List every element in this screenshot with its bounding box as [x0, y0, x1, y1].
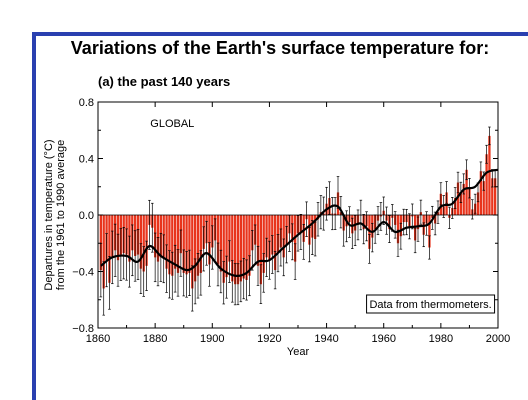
x-tick-label: 2000 — [486, 333, 510, 345]
anomaly-bar — [482, 181, 485, 215]
y-tick-label: −0.4 — [72, 267, 94, 279]
anomaly-bar — [102, 215, 105, 289]
anomaly-bar — [191, 215, 194, 289]
anomaly-bar — [256, 215, 260, 266]
anomaly-bar — [176, 215, 180, 273]
anomaly-bar — [468, 188, 471, 215]
anomaly-bar — [274, 215, 277, 271]
anomaly-bar — [265, 215, 268, 258]
anomaly-bar — [165, 215, 168, 269]
x-tick-label: 1880 — [143, 333, 167, 345]
anomaly-bar — [462, 183, 465, 215]
anomaly-bar — [242, 215, 245, 279]
y-tick-label: −0.8 — [72, 323, 94, 335]
anomaly-bar — [259, 215, 262, 285]
x-tick-label: 1920 — [257, 333, 281, 345]
anomaly-bar — [459, 192, 462, 215]
anomaly-bar — [182, 215, 185, 273]
figure-title: Variations of the Earth's surface temper… — [70, 38, 490, 58]
panel-a-subtitle: (a) the past 140 years — [98, 74, 231, 89]
anomaly-bar — [174, 215, 177, 269]
anomaly-bar — [262, 215, 265, 273]
anomaly-bar — [488, 135, 491, 215]
anomaly-bar — [428, 215, 431, 248]
anomaly-bar — [228, 215, 231, 262]
anomaly-bar — [225, 215, 228, 278]
anomaly-bar — [99, 215, 102, 271]
anomaly-bar — [196, 215, 200, 276]
smoothed-trend-line — [100, 168, 499, 278]
anomaly-bar — [485, 154, 488, 215]
y-tick-label: 0.8 — [79, 97, 94, 109]
anomaly-bar — [231, 215, 234, 282]
x-axis-label: Year — [287, 346, 310, 358]
anomaly-bar — [396, 215, 400, 244]
anomaly-bar — [139, 215, 142, 269]
anomaly-bar — [199, 215, 202, 273]
anomaly-bar — [465, 169, 468, 215]
y-axis-label-line1: Departures in temperature (°C) — [43, 139, 55, 290]
anomaly-bar — [236, 215, 240, 285]
anomaly-bar — [194, 215, 197, 282]
x-tick-label: 1940 — [314, 333, 338, 345]
x-tick-label: 1960 — [371, 333, 395, 345]
y-tick-label: 0.0 — [79, 210, 94, 222]
anomaly-bar — [494, 178, 497, 215]
x-tick-label: 1980 — [429, 333, 453, 345]
anomaly-bar — [108, 215, 111, 283]
annotation-box — [366, 294, 496, 314]
anomaly-bar — [248, 215, 251, 276]
region-label: GLOBAL — [150, 118, 194, 130]
anomaly-bar — [491, 178, 494, 215]
anomaly-bar — [168, 215, 171, 275]
anomaly-bar — [185, 215, 188, 275]
anomaly-bar — [216, 215, 220, 265]
anomaly-bar — [219, 215, 222, 272]
anomaly-bar — [476, 192, 480, 215]
anomaly-bar — [188, 215, 191, 273]
anomaly-bar — [142, 215, 145, 272]
anomaly-bar — [276, 215, 280, 254]
anomaly-bar — [268, 215, 271, 261]
anomaly-bar — [145, 215, 148, 266]
anomaly-bar — [456, 182, 460, 215]
anomaly-bar — [245, 215, 248, 280]
anomaly-bar — [271, 215, 274, 255]
anomaly-bar — [282, 215, 285, 258]
anomaly-bar — [479, 171, 482, 215]
y-axis-label-line2: from the 1961 to 1990 average — [55, 140, 67, 290]
anomaly-bar — [222, 215, 225, 283]
anomaly-bar — [234, 215, 237, 285]
y-tick-label: 0.4 — [79, 154, 94, 166]
annotation-text: Data from thermometers. — [369, 299, 491, 311]
anomaly-bar — [171, 215, 174, 276]
x-tick-label: 1860 — [86, 333, 110, 345]
anomaly-bar — [239, 215, 242, 282]
chart-axes: 1860 1880 1900 1920 1940 1960 1980 2000 −0.8 −0.4… — [72, 97, 510, 345]
anomaly-bar — [445, 192, 448, 215]
anomaly-bar — [208, 215, 211, 265]
x-tick-label: 1900 — [200, 333, 224, 345]
